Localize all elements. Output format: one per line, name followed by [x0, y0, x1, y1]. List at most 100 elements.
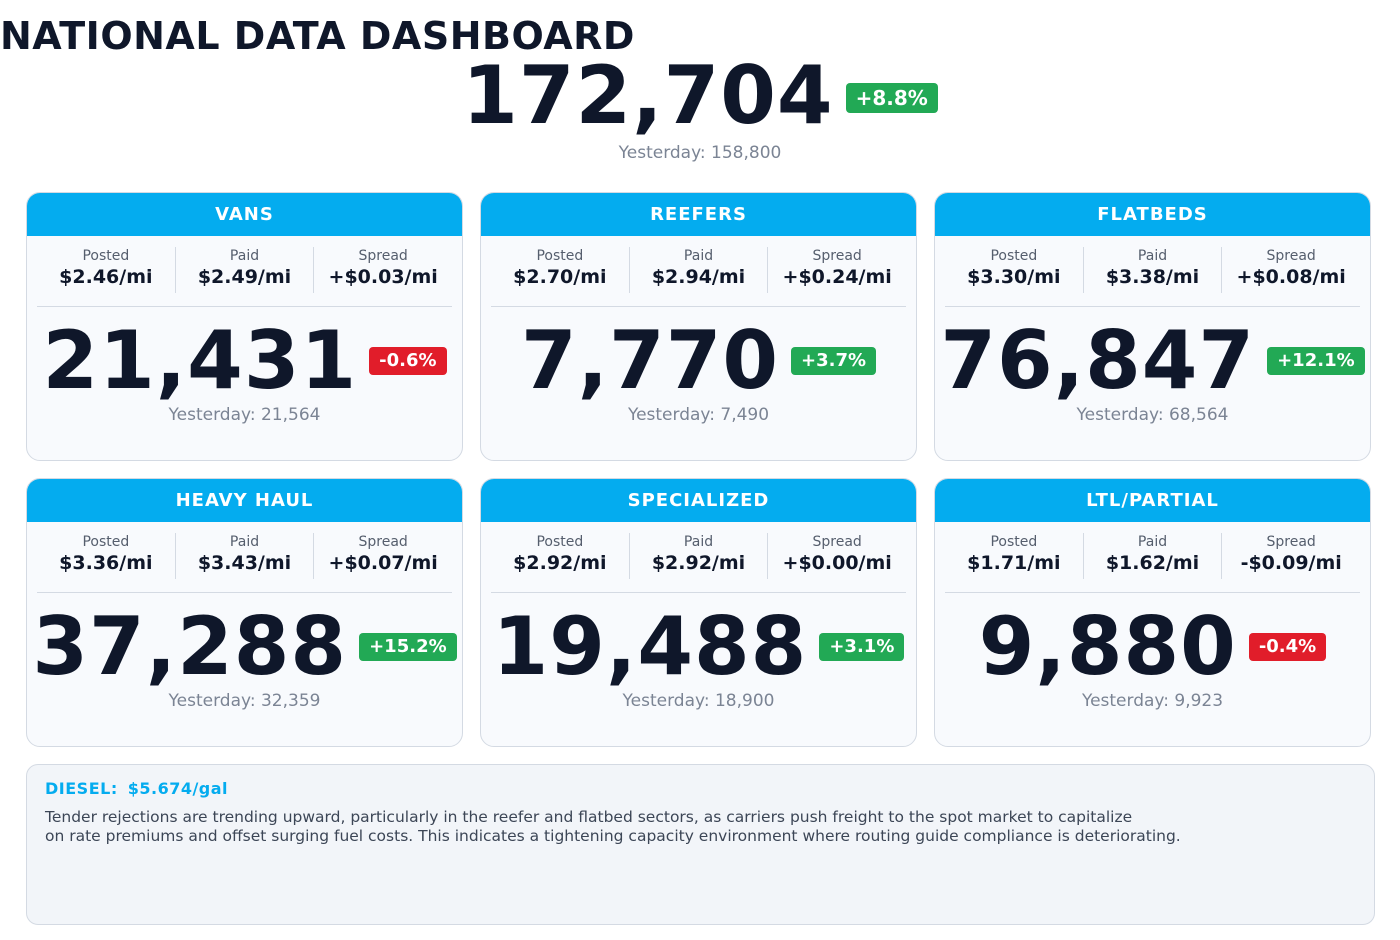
card-heavy-haul: HEAVY HAUL Posted $3.36/mi Paid $3.43/mi S…: [26, 478, 463, 747]
paid-stat: Paid $2.92/mi: [630, 533, 769, 579]
rate-stats: Posted $2.92/mi Paid $2.92/mi Spread +$0.00…: [491, 533, 906, 579]
change-badge: +3.1%: [819, 633, 905, 661]
page-title: NATIONAL DATA DASHBOARD: [0, 14, 635, 58]
diesel-label: DIESEL:: [45, 779, 118, 798]
change-badge: +15.2%: [359, 633, 457, 661]
yesterday-count: Yesterday: 9,923: [1081, 691, 1224, 711]
spread-stat: Spread +$0.07/mi: [314, 533, 452, 579]
spread-stat: Spread +$0.00/mi: [768, 533, 906, 579]
change-badge: -0.6%: [369, 347, 447, 375]
posted-value: $3.30/mi: [967, 266, 1061, 288]
paid-label: Paid: [1137, 248, 1168, 264]
card-reefers: REEFERS Posted $2.70/mi Paid $2.94/mi Spre…: [480, 192, 917, 461]
spread-label: Spread: [358, 248, 408, 264]
card-title: LTL/PARTIAL: [935, 479, 1370, 522]
paid-stat: Paid $2.49/mi: [176, 247, 315, 293]
posted-stat: Posted $2.46/mi: [37, 247, 176, 293]
paid-value: $3.38/mi: [1105, 266, 1200, 288]
load-count: 37,288: [32, 600, 348, 693]
divider: [945, 306, 1360, 307]
card-title: SPECIALIZED: [481, 479, 916, 522]
spread-stat: Spread -$0.09/mi: [1222, 533, 1360, 579]
card-title: FLATBEDS: [935, 193, 1370, 236]
paid-label: Paid: [229, 248, 260, 264]
posted-stat: Posted $3.36/mi: [37, 533, 176, 579]
posted-stat: Posted $2.70/mi: [491, 247, 630, 293]
count-row: 9,880 -0.4%: [935, 601, 1370, 693]
divider: [37, 592, 452, 593]
yesterday-count: Yesterday: 7,490: [627, 405, 770, 425]
posted-stat: Posted $3.30/mi: [945, 247, 1084, 293]
count-row: 21,431 -0.6%: [27, 315, 462, 407]
card-ltl-partial: LTL/PARTIAL Posted $1.71/mi Paid $1.62/mi …: [934, 478, 1371, 747]
posted-label: Posted: [82, 534, 130, 550]
change-badge: +3.7%: [791, 347, 877, 375]
posted-value: $3.36/mi: [59, 552, 153, 574]
rate-stats: Posted $2.70/mi Paid $2.94/mi Spread +$0.24…: [491, 247, 906, 293]
count-row: 7,770 +3.7%: [481, 315, 916, 407]
paid-label: Paid: [229, 534, 260, 550]
paid-label: Paid: [683, 534, 714, 550]
spread-stat: Spread +$0.03/mi: [314, 247, 452, 293]
paid-label: Paid: [683, 248, 714, 264]
posted-value: $2.46/mi: [59, 266, 153, 288]
rate-stats: Posted $2.46/mi Paid $2.49/mi Spread +$0.03…: [37, 247, 452, 293]
rate-stats: Posted $3.30/mi Paid $3.38/mi Spread +$0.08…: [945, 247, 1360, 293]
change-badge: +12.1%: [1267, 347, 1365, 375]
spread-value: +$0.00/mi: [782, 552, 892, 574]
spread-label: Spread: [1266, 248, 1316, 264]
yesterday-count: Yesterday: 68,564: [1076, 405, 1229, 425]
paid-stat: Paid $2.94/mi: [630, 247, 769, 293]
paid-value: $2.94/mi: [651, 266, 746, 288]
count-row: 76,847 +12.1%: [935, 315, 1370, 407]
rate-stats: Posted $3.36/mi Paid $3.43/mi Spread +$0.07…: [37, 533, 452, 579]
hero-total-row: 172,704 +8.8%: [0, 52, 1400, 140]
count-row: 19,488 +3.1%: [481, 601, 916, 693]
diesel-price: DIESEL: $5.674/gal: [45, 779, 1356, 798]
posted-label: Posted: [82, 248, 130, 264]
load-count: 19,488: [492, 600, 808, 693]
card-vans: VANS Posted $2.46/mi Paid $2.49/mi Spread +…: [26, 192, 463, 461]
commentary-line: on rate premiums and offset surging fuel…: [45, 827, 1181, 845]
posted-label: Posted: [536, 248, 584, 264]
load-count: 21,431: [42, 314, 358, 407]
card-title: VANS: [27, 193, 462, 236]
market-commentary: Tender rejections are trending upward, p…: [45, 808, 1356, 846]
spread-stat: Spread +$0.24/mi: [768, 247, 906, 293]
paid-value: $3.43/mi: [197, 552, 292, 574]
count-row: 37,288 +15.2%: [27, 601, 462, 693]
posted-label: Posted: [990, 248, 1038, 264]
card-title: HEAVY HAUL: [27, 479, 462, 522]
paid-stat: Paid $1.62/mi: [1084, 533, 1223, 579]
posted-value: $2.92/mi: [513, 552, 607, 574]
total-change-badge: +8.8%: [845, 83, 938, 113]
market-note-panel: DIESEL: $5.674/gal Tender rejections are …: [26, 764, 1375, 925]
posted-label: Posted: [990, 534, 1038, 550]
posted-stat: Posted $1.71/mi: [945, 533, 1084, 579]
paid-value: $1.62/mi: [1105, 552, 1200, 574]
diesel-value: $5.674/gal: [127, 779, 229, 798]
divider: [37, 306, 452, 307]
spread-value: +$0.24/mi: [782, 266, 892, 288]
total-yesterday: Yesterday: 158,800: [618, 143, 782, 163]
spread-label: Spread: [812, 248, 862, 264]
card-flatbeds: FLATBEDS Posted $3.30/mi Paid $3.38/mi Spr…: [934, 192, 1371, 461]
paid-stat: Paid $3.38/mi: [1084, 247, 1223, 293]
spread-label: Spread: [358, 534, 408, 550]
divider: [945, 592, 1360, 593]
posted-value: $1.71/mi: [967, 552, 1061, 574]
commentary-line: Tender rejections are trending upward, p…: [45, 808, 1133, 826]
spread-stat: Spread +$0.08/mi: [1222, 247, 1360, 293]
card-specialized: SPECIALIZED Posted $2.92/mi Paid $2.92/mi …: [480, 478, 917, 747]
load-count: 9,880: [978, 600, 1237, 693]
spread-value: +$0.03/mi: [328, 266, 438, 288]
spread-value: -$0.09/mi: [1240, 552, 1342, 574]
card-title: REEFERS: [481, 193, 916, 236]
posted-label: Posted: [536, 534, 584, 550]
divider: [491, 306, 906, 307]
rate-stats: Posted $1.71/mi Paid $1.62/mi Spread -$0.09…: [945, 533, 1360, 579]
paid-label: Paid: [1137, 534, 1168, 550]
paid-value: $2.49/mi: [197, 266, 292, 288]
spread-label: Spread: [1266, 534, 1316, 550]
load-count: 76,847: [940, 314, 1256, 407]
